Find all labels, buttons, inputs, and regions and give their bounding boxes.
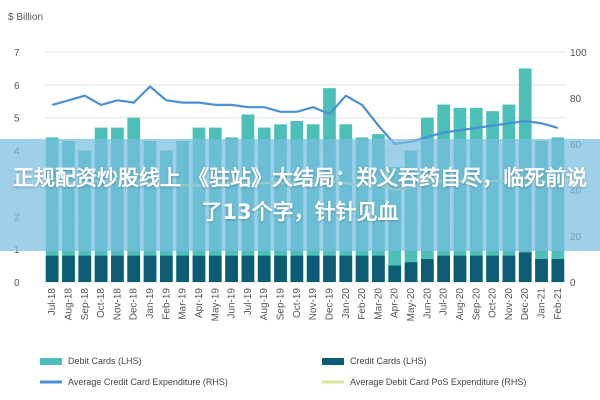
- x-tick-label: Dec-20: [520, 288, 531, 321]
- x-tick-label: Mar-20: [373, 288, 384, 320]
- x-tick-label: Oct-20: [488, 288, 499, 318]
- x-tick-label: Apr-19: [194, 288, 205, 318]
- x-tick-label: Nov-19: [308, 288, 319, 321]
- x-tick-label: May-20: [406, 288, 417, 322]
- credit-card-bar: [192, 255, 206, 282]
- right-tick-label: 100: [570, 48, 587, 59]
- credit-card-bar: [486, 255, 499, 282]
- credit-card-bar: [535, 259, 548, 282]
- x-tick-label: Nov-18: [112, 288, 123, 321]
- headline-banner[interactable]: 正规配资炒股线上 《驻站》大结局：郑义吞药自尽，临死前说了13个字，针针见血: [0, 139, 600, 251]
- credit-card-bar: [111, 255, 124, 282]
- legend-swatch: [322, 358, 344, 365]
- credit-card-bar: [404, 262, 418, 282]
- credit-card-bar: [518, 252, 532, 282]
- legend: Debit Cards (LHS) Credit Cards (LHS) Avera…: [40, 356, 526, 387]
- x-tick-label: Jan-20: [341, 288, 352, 319]
- x-tick-label: Jun-19: [227, 288, 238, 319]
- legend-label: Average Debit Card PoS Expenditure (RHS): [350, 377, 526, 387]
- credit-card-bar: [241, 255, 255, 282]
- x-tick-label: Aug-20: [455, 288, 466, 321]
- right-tick-label: 0: [570, 278, 576, 289]
- x-tick-label: Mar-19: [178, 288, 189, 320]
- credit-card-bar: [208, 255, 222, 282]
- credit-card-bar: [159, 255, 173, 282]
- x-tick-label: Jul-20: [439, 288, 450, 316]
- credit-card-bar: [62, 255, 75, 282]
- left-axis-unit-label: $ Billion: [8, 12, 43, 23]
- x-tick-label: Jul-19: [243, 288, 254, 316]
- legend-label: Debit Cards (LHS): [68, 356, 142, 366]
- credit-card-bar: [257, 255, 271, 282]
- credit-card-bar: [453, 255, 467, 282]
- credit-card-bar: [45, 255, 59, 282]
- credit-card-bar: [306, 255, 320, 282]
- x-tick-label: Sep-19: [276, 288, 287, 321]
- x-tick-label: Aug-18: [63, 288, 74, 321]
- credit-card-bar: [437, 255, 451, 282]
- x-tick-label: Sep-18: [80, 288, 91, 321]
- x-tick-label: Apr-20: [390, 288, 401, 318]
- credit-card-bar: [143, 255, 157, 282]
- credit-card-bar: [274, 255, 287, 282]
- left-tick-label: 5: [14, 114, 20, 125]
- x-tick-label: Feb-21: [553, 288, 564, 320]
- credit-card-bar: [339, 255, 353, 282]
- x-tick-label: Oct-18: [96, 288, 107, 318]
- x-tick-label: Oct-19: [292, 288, 303, 318]
- right-tick-label: 80: [570, 94, 582, 105]
- x-axis: Jul-18 Aug-18 Sep-18 Oct-18 Nov-18 Dec-18 Jan-…: [47, 288, 564, 322]
- credit-card-bar: [290, 255, 304, 282]
- credit-card-bar: [127, 255, 141, 282]
- x-tick-label: Jan-21: [537, 288, 548, 319]
- x-tick-label: Aug-19: [259, 288, 270, 321]
- x-tick-label: Dec-19: [324, 288, 335, 321]
- legend-label: Credit Cards (LHS): [350, 356, 427, 366]
- credit-card-bar: [94, 255, 108, 282]
- x-tick-label: Jun-20: [422, 288, 433, 319]
- credit-card-bar: [355, 255, 369, 282]
- left-tick-label: 7: [14, 48, 20, 59]
- headline-text[interactable]: 正规配资炒股线上 《驻站》大结局：郑义吞药自尽，临死前说了13个字，针针见血: [12, 166, 588, 224]
- credit-card-bar: [420, 259, 434, 282]
- credit-card-bar: [176, 255, 190, 282]
- x-tick-label: Feb-20: [357, 288, 368, 320]
- x-tick-label: Sep-20: [471, 288, 482, 321]
- x-tick-label: Nov-20: [504, 288, 515, 321]
- legend-label: Average Credit Card Expenditure (RHS): [68, 377, 228, 387]
- credit-card-bar: [372, 255, 385, 282]
- credit-card-bar: [502, 255, 516, 282]
- credit-card-bar: [225, 255, 238, 282]
- credit-card-bar: [469, 255, 483, 282]
- x-tick-label: Jul-18: [47, 288, 58, 316]
- credit-card-bar: [388, 265, 402, 282]
- avg-credit-card-expenditure-line: [51, 85, 559, 146]
- credit-card-bar: [323, 255, 336, 282]
- x-tick-label: May-19: [210, 288, 221, 322]
- credit-card-bar: [78, 255, 92, 282]
- x-tick-label: Jan-19: [145, 288, 156, 319]
- left-tick-label: 0: [14, 278, 20, 289]
- credit-card-bar: [551, 259, 565, 282]
- x-tick-label: Dec-18: [129, 288, 140, 321]
- legend-swatch: [40, 358, 62, 365]
- left-tick-label: 6: [14, 81, 20, 92]
- x-tick-label: Feb-19: [161, 288, 172, 320]
